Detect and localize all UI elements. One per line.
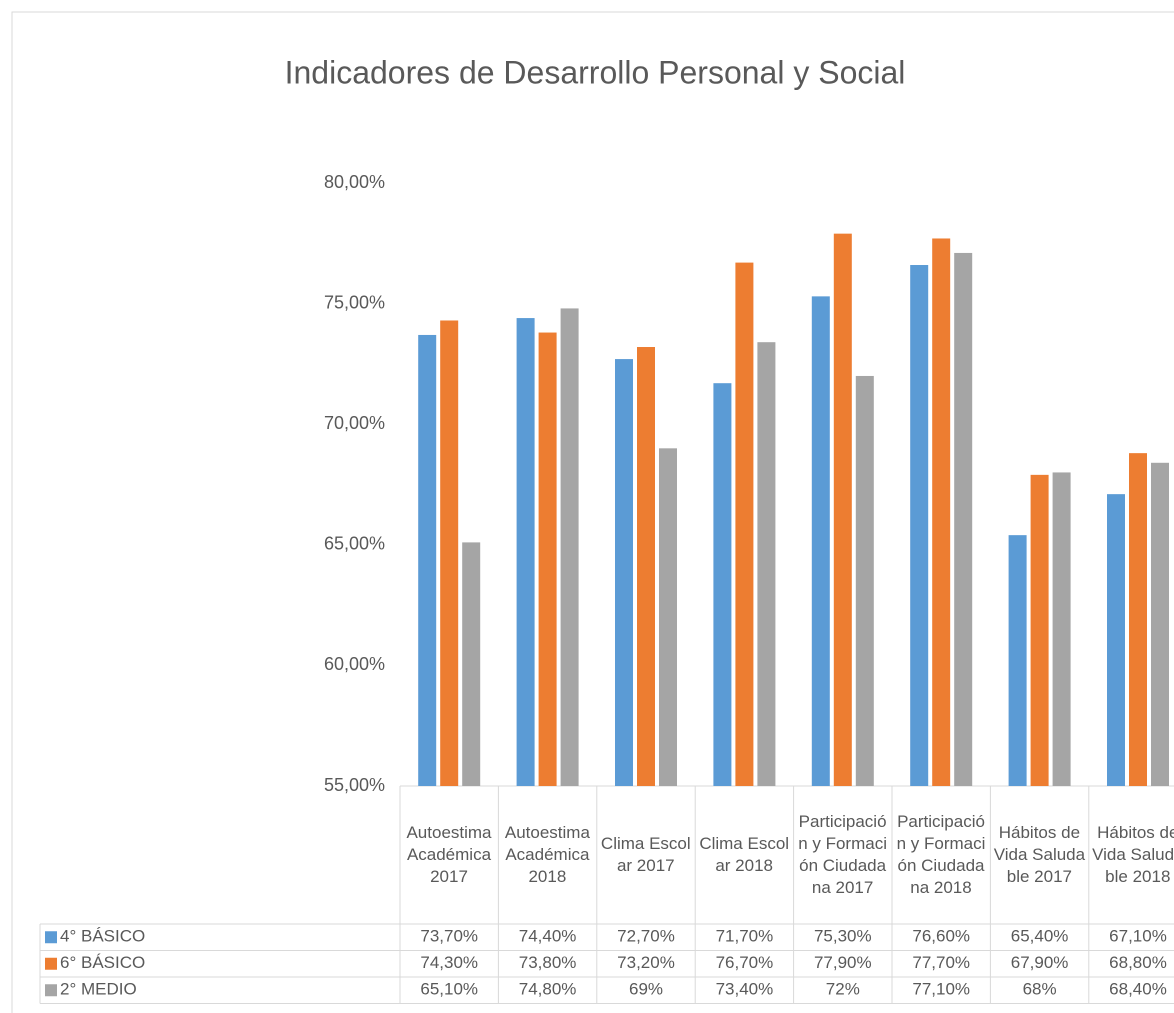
bar — [833, 233, 852, 787]
bar — [954, 252, 973, 786]
bar — [560, 308, 579, 786]
data-table-value: 65,40% — [1011, 927, 1069, 946]
x-tick-label: Autoestima Académica 2018 — [504, 823, 590, 886]
data-table-value: 77,90% — [814, 953, 872, 972]
chart-border — [11, 11, 1174, 1013]
y-tick-label: 65,00% — [324, 534, 385, 554]
bar — [1151, 462, 1169, 786]
legend-key — [45, 984, 57, 997]
data-table-value: 68% — [1023, 980, 1057, 999]
bar — [811, 296, 830, 786]
bar — [1129, 453, 1147, 786]
x-tick-label: Autoestima Académica 2017 — [406, 823, 492, 886]
legend-key — [45, 931, 57, 944]
category-cell: Hábitos de Vida Saludable 2017 — [993, 823, 1086, 886]
bar — [1052, 472, 1071, 786]
y-tick-label: 75,00% — [324, 292, 385, 312]
category-cell: Clima Escolar 2018 — [699, 834, 790, 875]
x-tick-label: Clima Escolar 2018 — [699, 834, 790, 875]
data-table-value: 72% — [826, 980, 860, 999]
legend-key — [45, 957, 57, 970]
x-tick-label: Participación y Formación Ciudadana 2017 — [798, 812, 887, 897]
data-table-value: 68,80% — [1109, 953, 1167, 972]
bar — [418, 334, 437, 786]
data-table-value: 73,20% — [617, 953, 675, 972]
x-tick-label: Hábitos de Vida Saludable 2017 — [993, 823, 1086, 886]
bar — [538, 332, 557, 786]
data-table-value: 65,10% — [420, 980, 478, 999]
data-table-value: 74,80% — [519, 980, 577, 999]
y-tick-label: 60,00% — [324, 654, 385, 674]
data-table-value: 67,90% — [1011, 953, 1069, 972]
data-table-value: 74,40% — [519, 927, 577, 946]
bar — [1008, 535, 1027, 786]
bar — [516, 318, 535, 786]
data-table-value: 68,40% — [1109, 980, 1167, 999]
data-table-value: 75,30% — [814, 927, 872, 946]
data-table-value: 73,80% — [519, 953, 577, 972]
x-tick-label: Clima Escolar 2017 — [600, 834, 691, 875]
category-cell: Participación y Formación Ciudadana 2017 — [798, 812, 887, 897]
category-cell: Participación y Formación Ciudadana 2018 — [896, 812, 986, 897]
bar — [615, 359, 633, 786]
chart-title: Indicadores de Desarrollo Personal y Soc… — [285, 54, 906, 90]
x-tick-label: Hábitos de Vida Saludable 2018 — [1092, 823, 1174, 886]
bar — [462, 542, 481, 786]
bar — [757, 342, 776, 786]
bar — [659, 448, 677, 786]
data-table-value: 77,70% — [912, 953, 970, 972]
bar — [932, 238, 951, 786]
bar — [910, 265, 929, 786]
data-table-value: 73,40% — [716, 980, 774, 999]
bar — [735, 262, 754, 786]
data-table-value: 73,70% — [420, 927, 478, 946]
data-table-value: 67,10% — [1109, 927, 1167, 946]
data-table-value: 72,70% — [617, 927, 675, 946]
data-table-value: 76,60% — [912, 927, 970, 946]
data-table-value: 74,30% — [420, 953, 478, 972]
bar — [637, 347, 655, 786]
bar — [713, 383, 732, 786]
bar — [1030, 474, 1049, 786]
category-cell: Autoestima Académica 2018 — [504, 823, 590, 886]
y-tick-label: 70,00% — [324, 413, 385, 433]
data-table-value: 71,70% — [716, 927, 774, 946]
y-tick-label: 80,00% — [324, 172, 385, 192]
bar — [1107, 494, 1125, 786]
category-cell: Autoestima Académica 2017 — [406, 823, 492, 886]
legend-label: 4° BÁSICO — [60, 927, 145, 946]
data-table-value: 77,10% — [912, 980, 970, 999]
category-cell: Hábitos de Vida Saludable 2018 — [1092, 823, 1174, 886]
legend-label: 6° BÁSICO — [60, 953, 145, 972]
category-cell: Clima Escolar 2017 — [600, 834, 691, 875]
bar — [440, 320, 459, 786]
legend-label: 2° MEDIO — [60, 980, 137, 999]
data-table-value: 69% — [629, 980, 663, 999]
y-tick-label: 55,00% — [324, 775, 385, 795]
data-table-value: 76,70% — [716, 953, 774, 972]
x-tick-label: Participación y Formación Ciudadana 2018 — [896, 812, 986, 897]
bar — [855, 375, 874, 786]
